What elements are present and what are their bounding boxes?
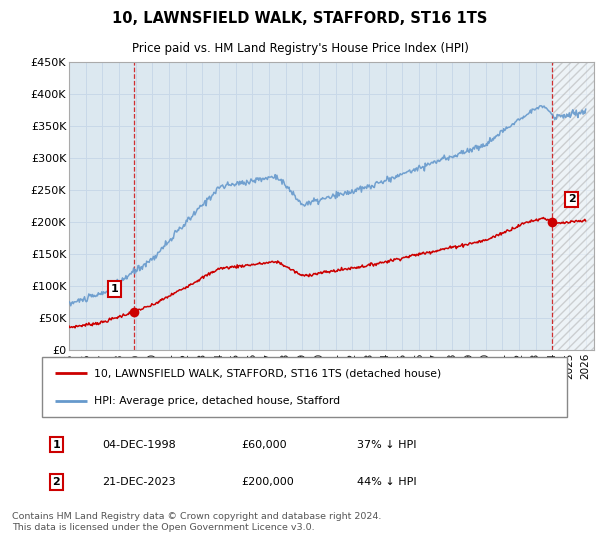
Text: HPI: Average price, detached house, Stafford: HPI: Average price, detached house, Staf…	[95, 396, 341, 406]
Text: 2: 2	[568, 194, 576, 204]
Text: Contains HM Land Registry data © Crown copyright and database right 2024.
This d: Contains HM Land Registry data © Crown c…	[12, 512, 382, 532]
Text: 1: 1	[110, 284, 118, 294]
Text: 21-DEC-2023: 21-DEC-2023	[103, 477, 176, 487]
Text: 37% ↓ HPI: 37% ↓ HPI	[357, 440, 416, 450]
FancyBboxPatch shape	[42, 357, 567, 417]
Text: 04-DEC-1998: 04-DEC-1998	[103, 440, 176, 450]
Text: 44% ↓ HPI: 44% ↓ HPI	[357, 477, 416, 487]
Text: 10, LAWNSFIELD WALK, STAFFORD, ST16 1TS: 10, LAWNSFIELD WALK, STAFFORD, ST16 1TS	[112, 11, 488, 26]
Text: Price paid vs. HM Land Registry's House Price Index (HPI): Price paid vs. HM Land Registry's House …	[131, 42, 469, 55]
Text: 10, LAWNSFIELD WALK, STAFFORD, ST16 1TS (detached house): 10, LAWNSFIELD WALK, STAFFORD, ST16 1TS …	[95, 368, 442, 378]
Text: £60,000: £60,000	[241, 440, 287, 450]
Text: 2: 2	[53, 477, 60, 487]
Text: £200,000: £200,000	[241, 477, 294, 487]
Text: 1: 1	[53, 440, 60, 450]
